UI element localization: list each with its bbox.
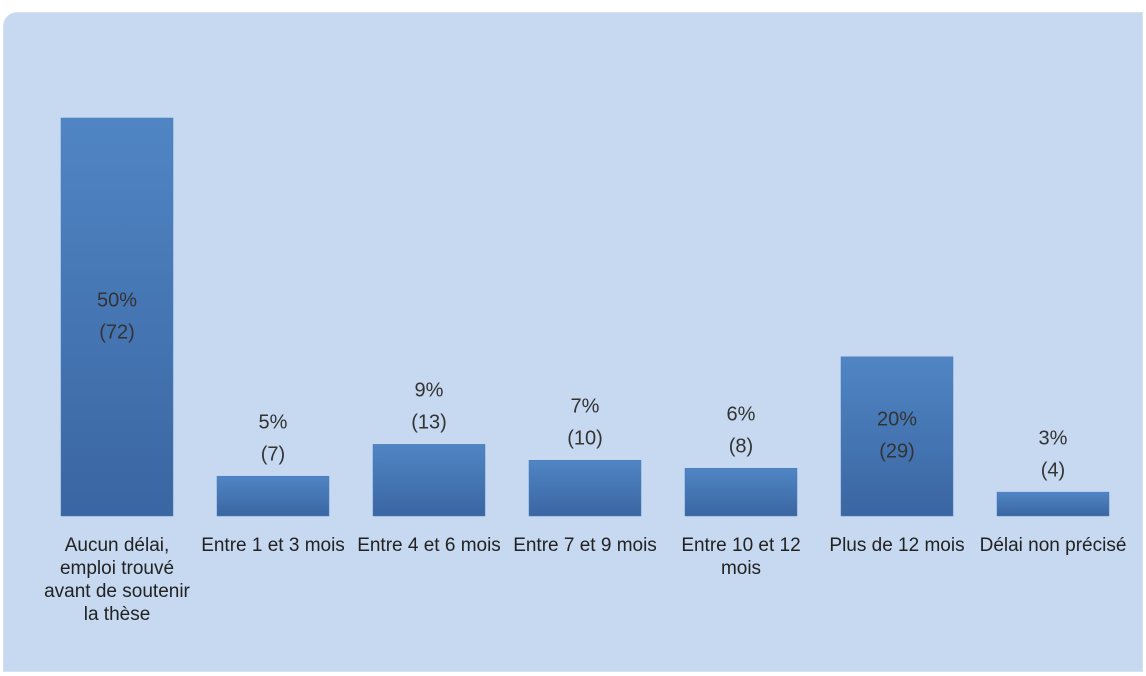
x-tick-label: Entre 10 et 12 mois [681,535,801,579]
data-label: 20% [877,409,917,431]
data-label: 5% [259,411,288,433]
x-tick-label: Entre 7 et 9 mois [513,535,657,556]
data-label: 3% [1039,427,1068,449]
count-label: (8) [729,436,753,458]
x-tick-label: Délai non précisé [979,535,1127,556]
bar [996,491,1110,517]
bar [60,117,174,517]
x-tick-label: Entre 1 et 3 mois [201,535,345,556]
x-tick-label: Aucun délai, emploi trouvé avant de sout… [44,535,190,625]
bar [684,467,798,517]
count-label: (10) [567,428,603,450]
bar [216,475,330,517]
count-label: (7) [261,443,285,465]
bar [840,356,954,517]
data-label: 50% [97,289,137,311]
data-label: 6% [727,404,756,426]
x-tick-label: Entre 4 et 6 mois [357,535,501,556]
data-label: 9% [415,380,444,402]
count-label: (72) [99,321,135,343]
count-label: (4) [1041,459,1065,481]
bar [372,444,486,517]
count-label: (13) [411,412,447,434]
count-label: (29) [879,441,915,463]
chart-panel [3,12,1143,672]
data-label: 7% [571,396,600,418]
bar [528,460,642,517]
x-tick-label: Plus de 12 mois [829,535,965,556]
